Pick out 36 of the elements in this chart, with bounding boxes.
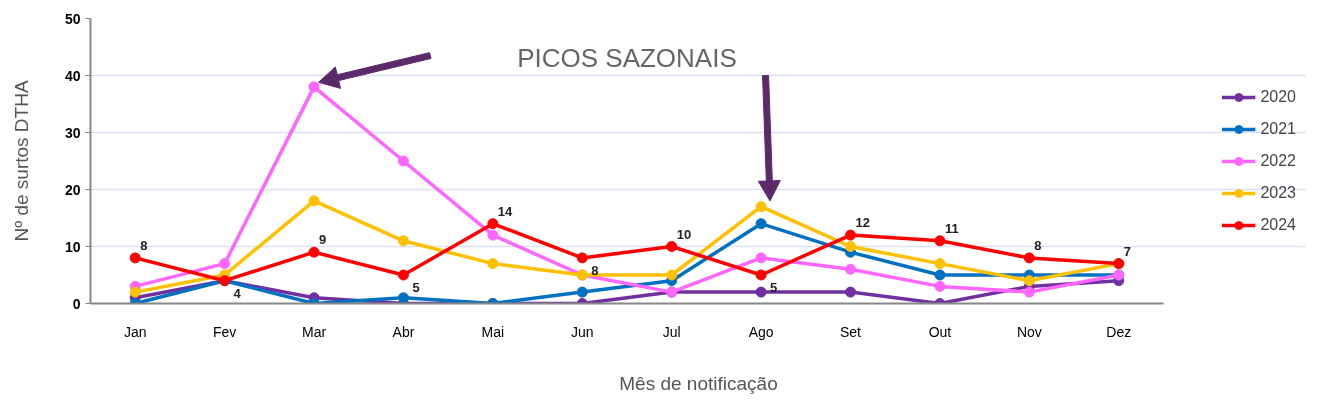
x-tick-label: Abr xyxy=(392,323,415,340)
data-label: 8 xyxy=(140,237,148,253)
legend-label: 2024 xyxy=(1260,215,1296,234)
legend-label: 2021 xyxy=(1260,119,1296,138)
legend-label: 2022 xyxy=(1260,151,1296,170)
y-axis-title: Nº de surtos DTHA xyxy=(10,80,32,242)
x-axis-title: Mês de notificação xyxy=(619,372,778,394)
data-label: 8 xyxy=(1034,237,1042,253)
x-tick-label: Nov xyxy=(1016,323,1042,340)
data-label: 9 xyxy=(319,232,327,248)
y-tick-label: 20 xyxy=(64,181,81,198)
x-tick-label: Jul xyxy=(662,323,681,340)
x-tick-label: Out xyxy=(928,323,952,340)
x-tick-label: Dez xyxy=(1106,323,1132,340)
legend-label: 2023 xyxy=(1260,183,1296,202)
y-tick-label: 50 xyxy=(64,10,81,27)
x-tick-label: Ago xyxy=(748,323,774,340)
x-tick-label: Mai xyxy=(481,323,505,340)
data-label: 11 xyxy=(944,220,959,236)
x-tick-label: Set xyxy=(839,323,862,340)
data-label: 5 xyxy=(412,280,420,295)
y-tick-label: 40 xyxy=(64,67,81,84)
legend-label: 2020 xyxy=(1260,87,1296,106)
data-label: 14 xyxy=(497,203,514,219)
annotation: PICOS SAZONAIS xyxy=(517,43,737,74)
y-tick-label: 0 xyxy=(72,295,81,312)
data-label: 4 xyxy=(233,285,242,301)
y-tick-label: 10 xyxy=(64,238,81,255)
x-tick-label: Fev xyxy=(212,323,237,340)
data-label: 7 xyxy=(1123,243,1131,259)
x-tick-label: Mar xyxy=(301,323,327,340)
x-tick-label: Jun xyxy=(570,323,594,340)
data-label: 12 xyxy=(855,215,870,231)
x-tick-label: Jan xyxy=(123,323,147,340)
data-label: 10 xyxy=(676,226,692,242)
y-tick-label: 30 xyxy=(64,124,81,141)
